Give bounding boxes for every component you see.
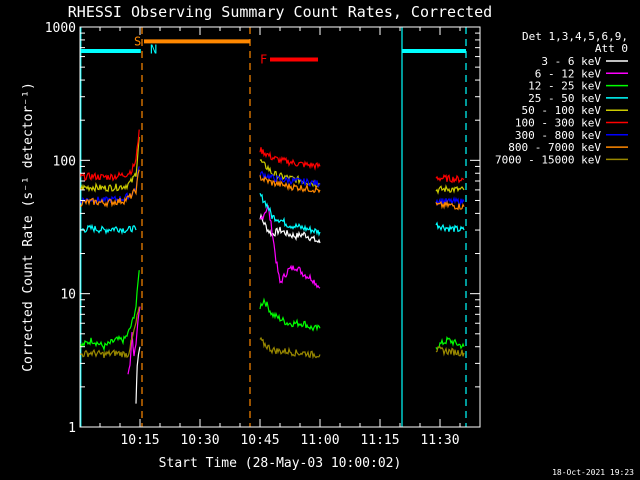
legend-header: Det 1,3,4,5,6,9, <box>522 30 628 43</box>
series-line-7-0 <box>79 169 140 209</box>
y-axis-label: Corrected Count Rate (s⁻¹ detector⁻¹) <box>21 82 36 372</box>
series-line-6-2 <box>435 196 465 207</box>
series-line-4-2 <box>435 184 465 195</box>
legend-label: 12 - 25 keV <box>528 80 601 93</box>
legend-label: 7000 - 15000 keV <box>495 153 601 166</box>
x-tick-label: 10:45 <box>240 433 279 448</box>
annotation-label: F <box>260 53 267 67</box>
series-line-5-1 <box>259 147 321 171</box>
series-line-8-0 <box>79 306 140 359</box>
series-line-1-0 <box>127 306 141 375</box>
legend-label: 6 - 12 keV <box>535 67 602 80</box>
x-tick-label: 10:30 <box>180 433 219 448</box>
legend-label: 100 - 300 keV <box>515 117 601 130</box>
x-tick-label: 11:00 <box>300 433 339 448</box>
y-axis-ticks: 1 10 100 1000 <box>45 21 480 436</box>
series-line-5-2 <box>435 173 465 184</box>
series-line-3-2 <box>435 221 465 233</box>
y-tick-label: 1 <box>68 421 76 436</box>
series-line-0-1 <box>259 213 321 244</box>
series-line-3-0 <box>79 223 137 236</box>
x-tick-label: 10:15 <box>120 433 159 448</box>
series-line-0-0 <box>135 346 141 404</box>
x-axis-ticks: 10:15 10:30 10:45 11:00 11:15 11:30 <box>99 27 461 448</box>
legend-header: Att 0 <box>595 42 628 55</box>
series-line-1-1 <box>259 205 321 289</box>
x-axis-label: Start Time (28-May-03 10:00:02) <box>159 456 402 471</box>
series-line-2-2 <box>435 336 465 351</box>
legend-label: 25 - 50 keV <box>528 92 601 105</box>
x-tick-label: 11:15 <box>360 433 399 448</box>
annotations: S F N <box>80 27 467 427</box>
y-tick-label: 1000 <box>45 21 76 36</box>
x-tick-label: 11:30 <box>420 433 459 448</box>
series-line-7-2 <box>435 200 465 211</box>
chart-title: RHESSI Observing Summary Count Rates, Co… <box>68 3 492 21</box>
y-tick-label: 100 <box>53 154 76 169</box>
annotation-label: S <box>134 34 141 48</box>
series-line-2-1 <box>259 297 321 332</box>
series-layer <box>79 129 465 404</box>
series-line-5-0 <box>79 129 140 182</box>
legend-label: 800 - 7000 keV <box>508 141 601 154</box>
series-line-8-1 <box>259 336 321 360</box>
series-line-7-1 <box>259 175 321 194</box>
y-tick-label: 10 <box>60 288 76 303</box>
series-line-8-2 <box>435 346 465 357</box>
series-line-3-1 <box>259 192 321 237</box>
legend-label: 50 - 100 keV <box>522 104 602 117</box>
annotation-text: N <box>150 42 157 56</box>
legend-label: 300 - 800 keV <box>515 129 601 142</box>
series-line-2-0 <box>79 270 140 352</box>
series-line-6-1 <box>259 170 321 188</box>
series-line-4-0 <box>79 136 140 193</box>
legend-label: 3 - 6 keV <box>541 55 601 68</box>
footer-timestamp: 18-Oct-2021 19:23 <box>552 468 634 477</box>
